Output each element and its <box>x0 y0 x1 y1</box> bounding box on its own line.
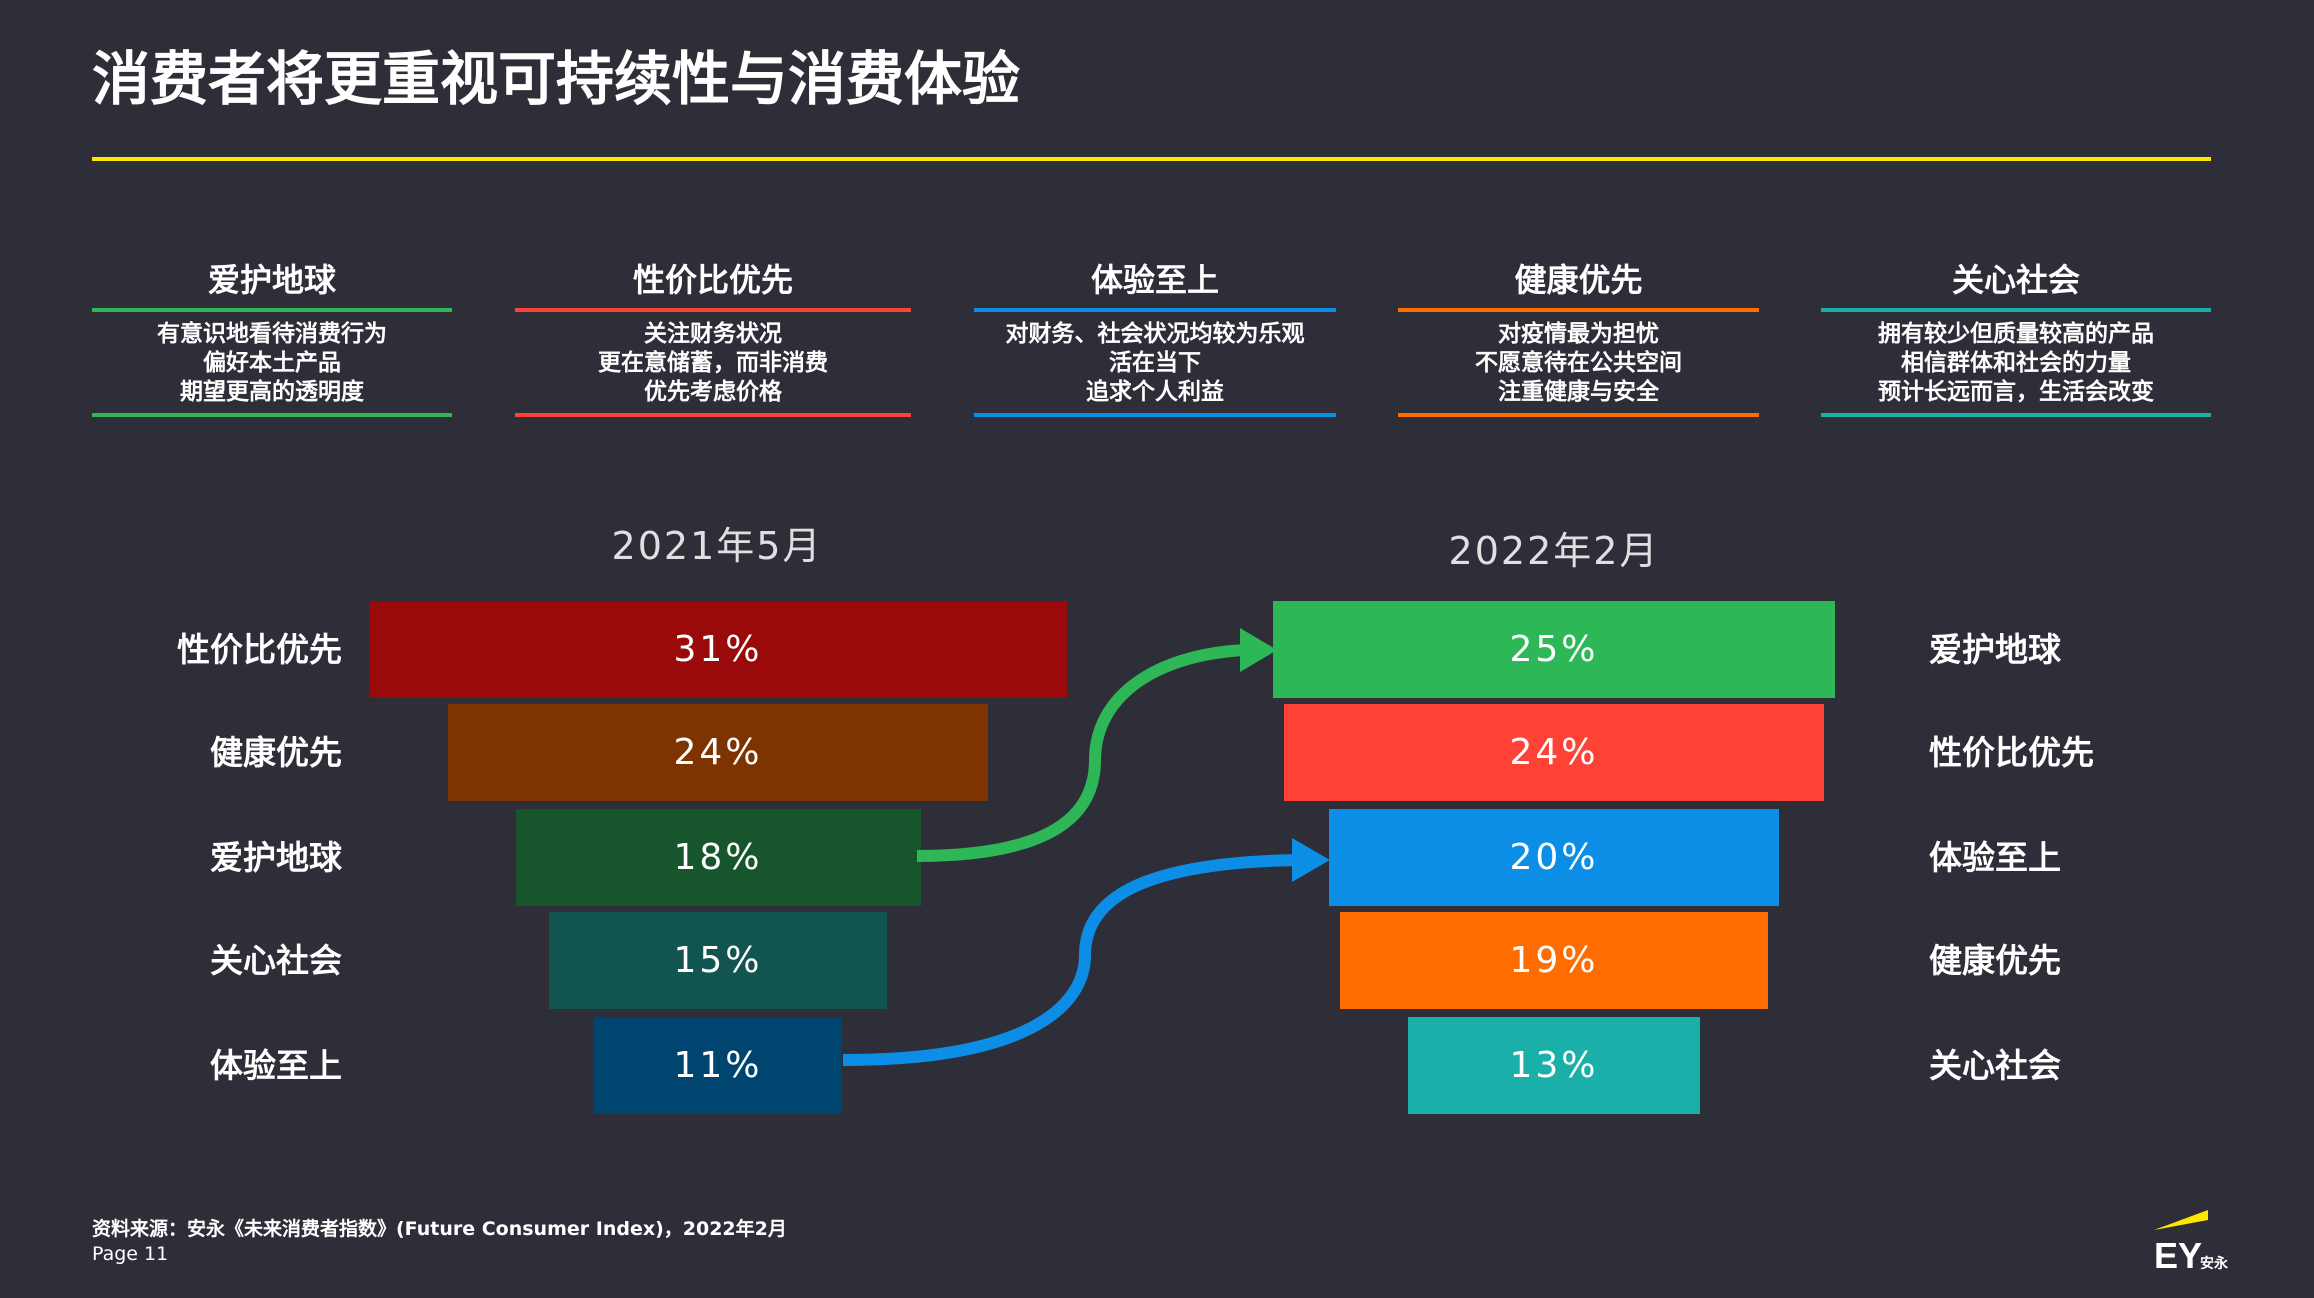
segment-heading: 关心社会 <box>1951 261 2080 299</box>
segment-description-line: 追求个人利益 <box>1086 379 1224 405</box>
segment-heading: 健康优先 <box>1514 261 1643 299</box>
segment-5: 关心社会 拥有较少但质量较高的产品 相信群体和社会的力量 预计长远而言，生活会改变 <box>1821 252 2211 417</box>
source-note: 资料来源：安永《未来消费者指数》(Future Consumer Index)，… <box>92 1218 787 1240</box>
left-category-label: 健康优先 <box>210 733 342 772</box>
arrow-green-head <box>1240 628 1277 672</box>
left-bar: 24% <box>448 704 988 801</box>
left-category-label: 关心社会 <box>210 941 342 980</box>
left-bar: 31% <box>369 601 1067 698</box>
segment-description: 拥有较少但质量较高的产品 相信群体和社会的力量 预计长远而言，生活会改变 <box>1821 312 2211 413</box>
segment-line-top <box>515 308 911 312</box>
right-bar: 24% <box>1284 704 1824 801</box>
segment-line-bottom <box>92 413 452 417</box>
segment-description-line: 对疫情最为担忧 <box>1498 321 1659 347</box>
segment-heading: 性价比优先 <box>632 261 793 299</box>
segment-line-top <box>1398 308 1759 312</box>
page-title: 消费者将更重视可持续性与消费体验 <box>92 45 1021 113</box>
right-category-label: 爱护地球 <box>1929 630 2061 669</box>
arrow-green <box>916 644 1246 862</box>
segment-description-line: 偏好本土产品 <box>203 350 341 376</box>
segment-2: 性价比优先 关注财务状况更在意储蓄，而非消费 优先考虑价格 <box>515 252 911 417</box>
segment-3: 体验至上 对财务、社会状况均较为乐观 活在当下追求个人利益 <box>974 252 1336 417</box>
segment-description-line: 活在当下 <box>1109 350 1201 376</box>
right-category-label: 关心社会 <box>1929 1046 2061 1085</box>
ey-logo: EY 安永 <box>2154 1210 2229 1276</box>
right-category-label: 性价比优先 <box>1929 733 2094 772</box>
svg-text:EY: EY <box>2154 1235 2202 1276</box>
segment-line-bottom <box>1398 413 1759 417</box>
segment-description-line: 预计长远而言，生活会改变 <box>1878 379 2154 405</box>
segment-description-line: 不愿意待在公共空间 <box>1475 350 1682 376</box>
segment-heading: 体验至上 <box>1090 261 1219 299</box>
left-bar: 11% <box>594 1017 842 1114</box>
segment-1: 爱护地球 有意识地看待消费行为 偏好本土产品 期望更高的透明度 <box>92 252 452 417</box>
segment-description: 关注财务状况更在意储蓄，而非消费 优先考虑价格 <box>515 312 911 413</box>
right-bar: 13% <box>1407 1017 1701 1114</box>
segment-line-top <box>1821 308 2211 312</box>
left-bar: 18% <box>515 809 921 906</box>
segment-description-line: 更在意储蓄，而非消费 <box>598 350 828 376</box>
left-bar: 15% <box>549 912 887 1009</box>
right-bar: 20% <box>1329 809 1779 906</box>
segment-description-line: 期望更高的透明度 <box>180 379 364 405</box>
segment-description-line: 注重健康与安全 <box>1498 379 1659 405</box>
segment-line-bottom <box>974 413 1336 417</box>
year-label-left: 2021年5月 <box>611 524 823 568</box>
segment-description-line: 拥有较少但质量较高的产品 <box>1878 321 2154 347</box>
right-bar: 25% <box>1272 601 1836 698</box>
segment-line-bottom <box>515 413 911 417</box>
year-label-right: 2022年2月 <box>1448 529 1660 573</box>
segment-description-line: 相信群体和社会的力量 <box>1901 350 2131 376</box>
segment-line-top <box>92 308 452 312</box>
segment-description-line: 优先考虑价格 <box>644 379 782 405</box>
svg-text:安永: 安永 <box>2200 1255 2229 1272</box>
right-category-label: 健康优先 <box>1929 941 2061 980</box>
segment-description: 对疫情最为担忧 不愿意待在公共空间 注重健康与安全 <box>1398 312 1759 413</box>
segment-line-bottom <box>1821 413 2211 417</box>
arrow-blue <box>842 854 1301 1066</box>
segment-4: 健康优先 对疫情最为担忧 不愿意待在公共空间 注重健康与安全 <box>1398 252 1759 417</box>
segment-description-line: 关注财务状况 <box>644 321 782 347</box>
segment-description: 对财务、社会状况均较为乐观 活在当下追求个人利益 <box>974 312 1336 413</box>
left-category-label: 性价比优先 <box>177 630 342 669</box>
segment-line-top <box>974 308 1336 312</box>
segment-description-line: 有意识地看待消费行为 <box>157 321 387 347</box>
segment-description: 有意识地看待消费行为 偏好本土产品 期望更高的透明度 <box>92 312 452 413</box>
left-category-label: 爱护地球 <box>210 838 342 877</box>
left-category-label: 体验至上 <box>210 1046 342 1085</box>
page-number: Page 11 <box>92 1243 169 1265</box>
arrow-blue-head <box>1292 838 1330 882</box>
segment-heading: 爱护地球 <box>207 261 336 299</box>
right-bar: 19% <box>1340 912 1768 1009</box>
segment-description-line: 对财务、社会状况均较为乐观 <box>1005 321 1305 347</box>
right-category-label: 体验至上 <box>1929 838 2061 877</box>
title-divider <box>92 157 2211 161</box>
